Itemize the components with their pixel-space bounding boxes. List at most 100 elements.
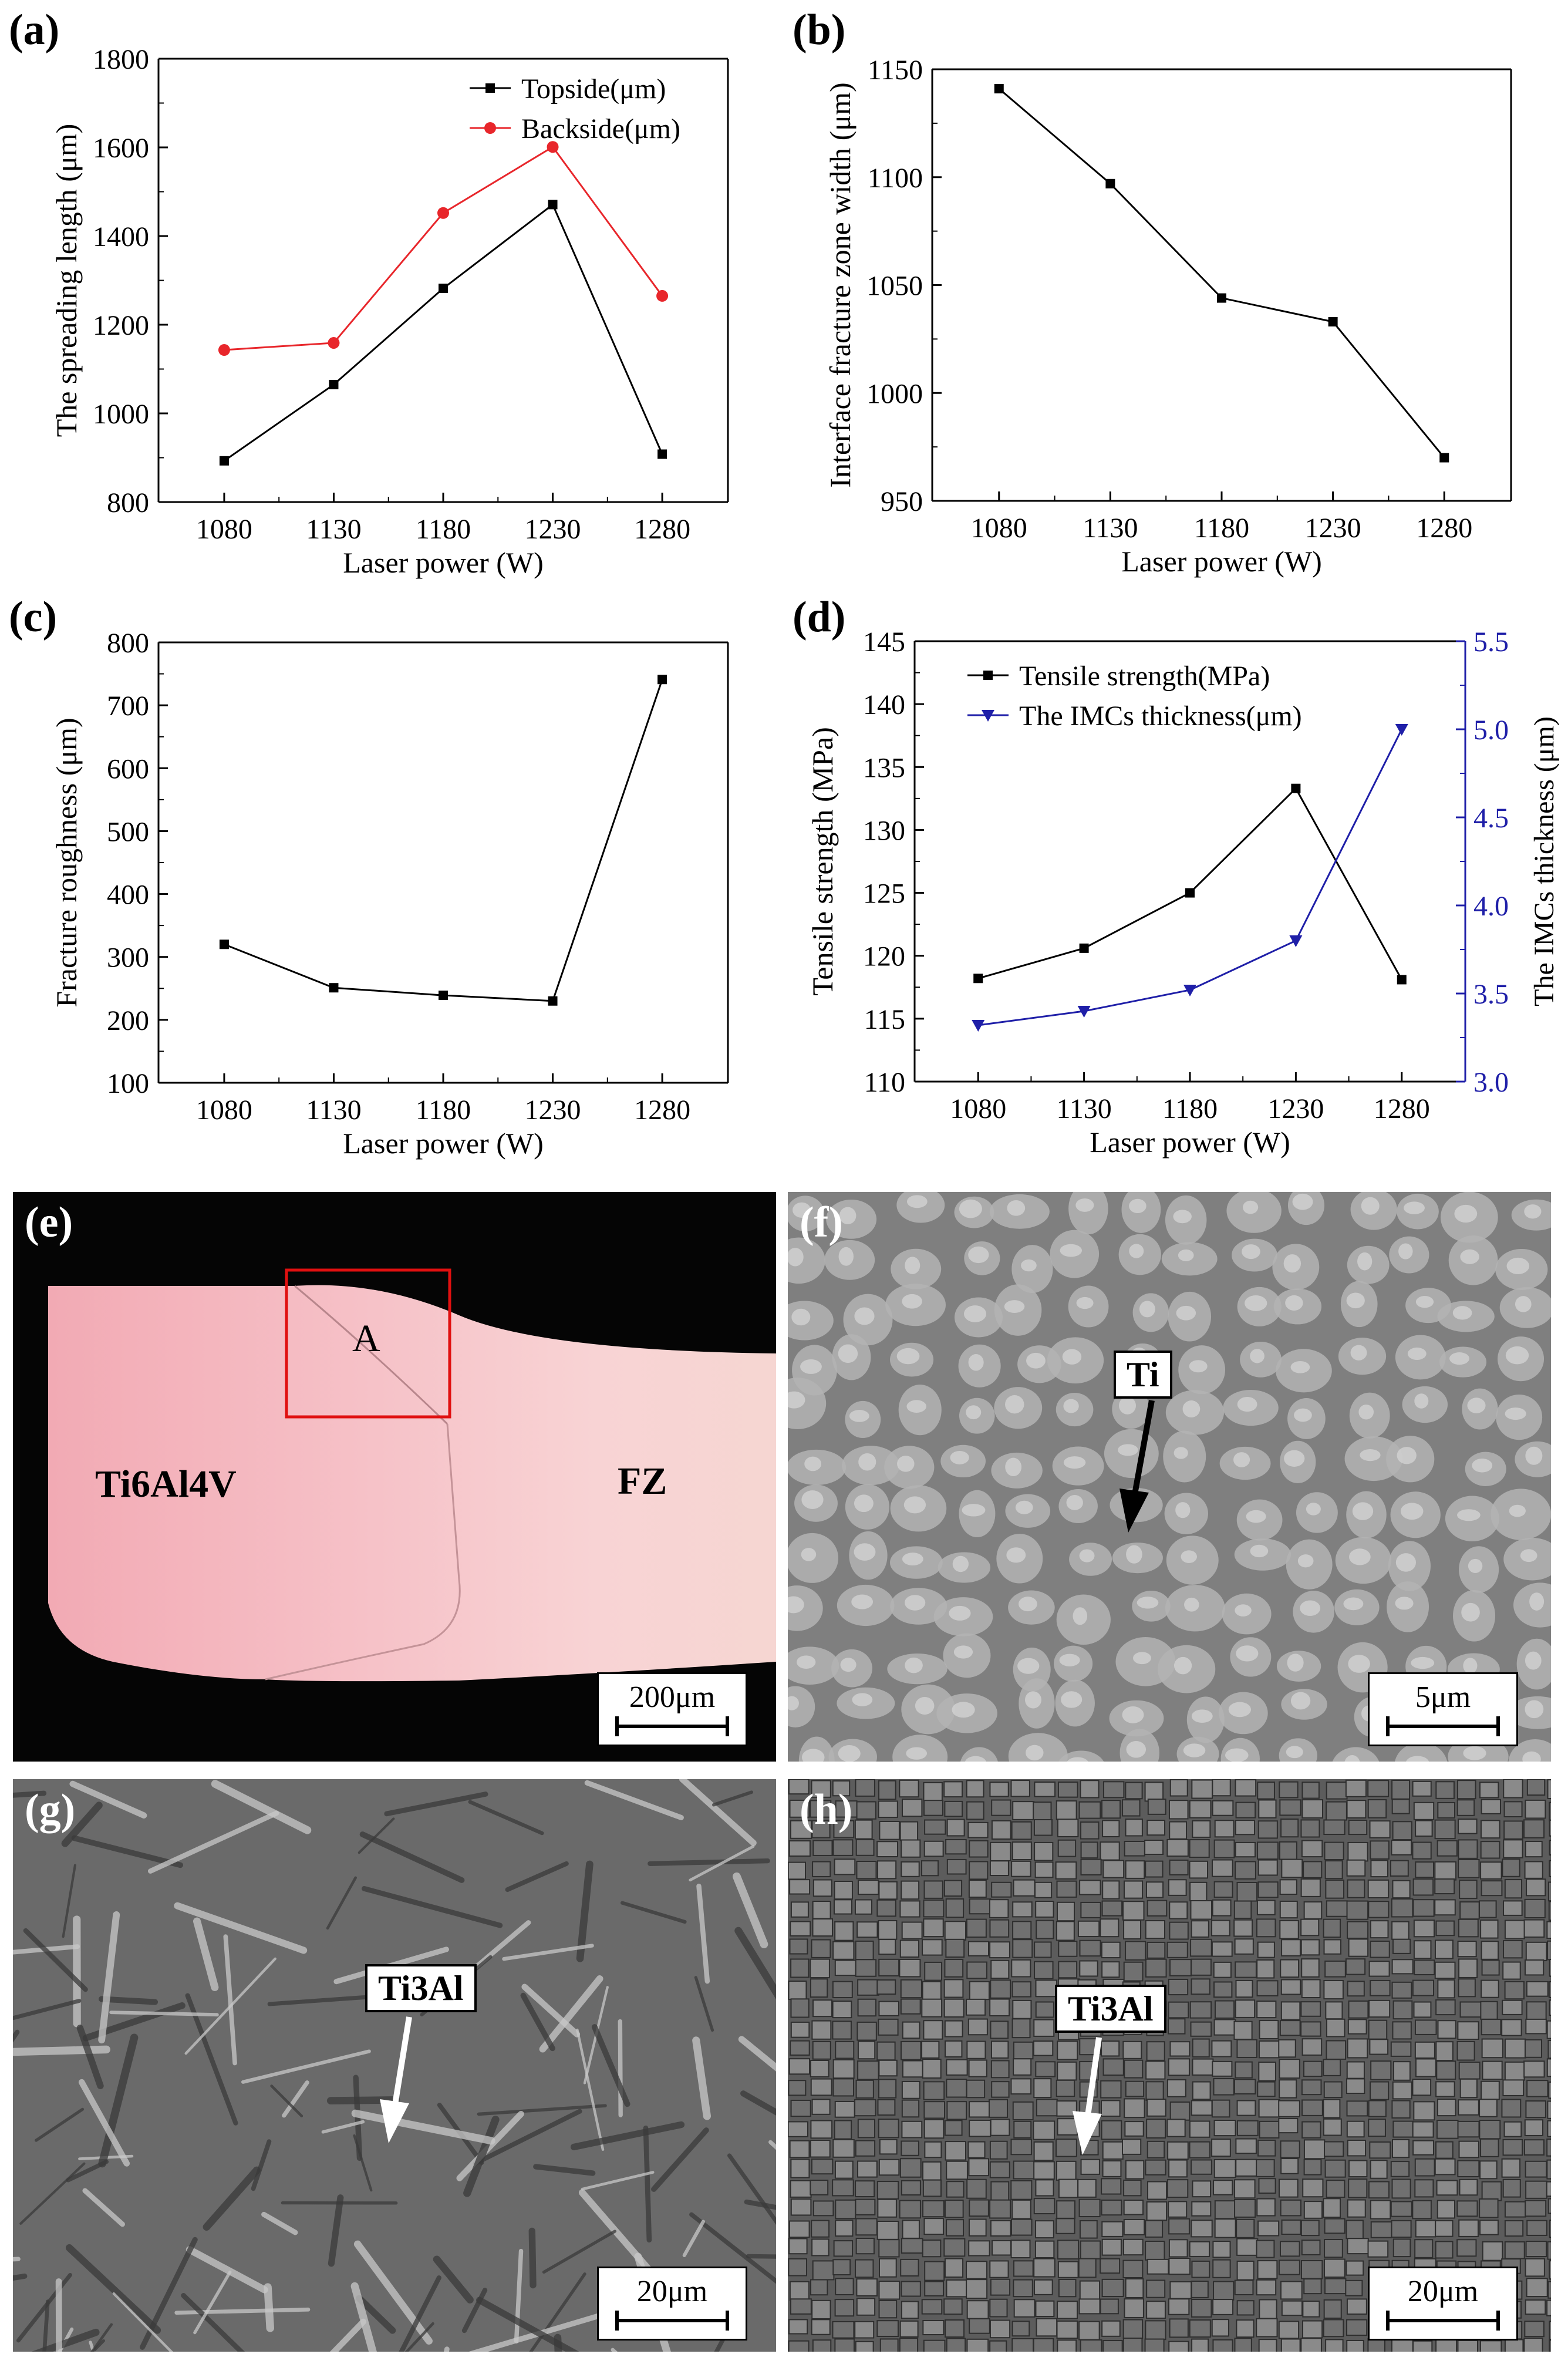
- grain-h: [1191, 2260, 1210, 2278]
- grain-h: [1278, 2321, 1300, 2339]
- grain-h: [1189, 2001, 1212, 2019]
- panel-e-label: (e): [25, 1198, 73, 1247]
- grain-h: [1257, 1859, 1278, 1876]
- grain-h: [899, 1939, 920, 1958]
- grain-h: [1234, 1938, 1254, 1955]
- grain-f-highlight: [852, 1693, 873, 1706]
- facet-g: [384, 1791, 488, 1817]
- grain-f-highlight: [1017, 1658, 1040, 1674]
- grain-h: [1012, 1999, 1032, 2019]
- grain-h: [1122, 2040, 1142, 2059]
- grain-f-highlight: [1452, 1306, 1472, 1320]
- grain-h: [788, 2058, 810, 2075]
- grain-f-highlight: [1461, 1602, 1480, 1622]
- grain-f: [1508, 1739, 1551, 1762]
- facet-g: [746, 2254, 776, 2259]
- grain-h: [1189, 2241, 1210, 2257]
- grain-h: [878, 2018, 899, 2036]
- grain-h: [1189, 1839, 1210, 1858]
- grain-h: [1392, 2021, 1412, 2040]
- grain-h: [1256, 2001, 1277, 2019]
- grain-h: [922, 2179, 942, 2197]
- grain-h: [789, 2281, 810, 2301]
- grain-h: [1212, 1899, 1232, 1917]
- grain-h: [1013, 2260, 1034, 2277]
- grain-h: [876, 1979, 896, 1995]
- grain-h: [1481, 2019, 1502, 2036]
- chart-b-x-tick-label: 1180: [1194, 513, 1249, 544]
- chart-c-y-tick-label: 100: [107, 1068, 149, 1099]
- chart-d-series-0-point: [1185, 888, 1195, 898]
- grain-h: [1211, 2139, 1231, 2157]
- chart-b-x-label: Laser power (W): [1121, 545, 1321, 578]
- grain-h: [832, 2259, 851, 2276]
- grain-f-highlight: [1122, 1706, 1144, 1723]
- chart-d-y-label: Tensile strength (MPa): [806, 727, 839, 996]
- grain-f-highlight: [897, 1456, 915, 1472]
- grain-h: [1302, 2301, 1320, 2318]
- grain-h: [810, 1978, 828, 1998]
- chart-b-panel-label: (b): [793, 6, 845, 54]
- grain-h: [789, 1879, 811, 1895]
- chart-a-legend-swatch-marker: [484, 122, 496, 134]
- grain-h: [1412, 1841, 1432, 1860]
- facet-g: [82, 2188, 125, 2227]
- grain-h: [1481, 2080, 1500, 2100]
- grain-h: [1169, 1779, 1188, 1797]
- grain-h: [832, 2321, 855, 2339]
- grain-h: [899, 2200, 921, 2219]
- grain-h: [1525, 2241, 1547, 2257]
- grain-h: [1058, 1961, 1078, 1979]
- grain-h: [1256, 1959, 1275, 1979]
- grain-h: [967, 1941, 990, 1956]
- grain-h: [1100, 2298, 1119, 2315]
- grain-h: [1392, 1880, 1411, 1899]
- grain-h: [878, 2079, 897, 2099]
- facet-g: [112, 2292, 173, 2352]
- grain-h: [944, 1800, 963, 1817]
- grain-h: [1033, 2141, 1054, 2161]
- grain-h: [1549, 1999, 1551, 2016]
- grain-h: [1033, 2078, 1052, 2099]
- grain-h: [878, 1939, 896, 1955]
- chart-a-y-tick-label: 1000: [93, 399, 149, 430]
- grain-h: [1459, 1901, 1480, 1920]
- grain-h: [810, 1958, 830, 1979]
- grain-h: [1058, 2279, 1077, 2298]
- grain-h: [1278, 2100, 1300, 2117]
- grain-h: [923, 2339, 946, 2352]
- grain-h: [1080, 2240, 1101, 2259]
- grain-f-highlight: [1060, 1244, 1083, 1257]
- grain-h: [1010, 2139, 1032, 2156]
- grain-h: [1235, 1999, 1256, 2018]
- facet-g: [505, 1861, 569, 1892]
- arrow-icon-f: [1119, 1400, 1155, 1533]
- grain-h: [1504, 1981, 1525, 2000]
- chart-d-series-1-point: [972, 1020, 985, 1032]
- grain-h: [1324, 2218, 1346, 2234]
- facet-g: [267, 1995, 370, 2006]
- grain-f: [1394, 1742, 1448, 1762]
- grain-h: [1458, 2099, 1479, 2116]
- grain-h: [1259, 2020, 1279, 2039]
- grain-h: [1323, 1980, 1344, 2000]
- facet-g: [42, 2299, 50, 2352]
- grain-h: [1124, 2059, 1144, 2079]
- grain-h: [1347, 2019, 1367, 2035]
- grain-h: [946, 2160, 968, 2180]
- grain-h: [1034, 1881, 1053, 1898]
- grain-h: [1235, 1979, 1253, 1998]
- grain-f-highlight: [905, 1657, 923, 1673]
- grain-h: [876, 2320, 899, 2337]
- facet-g: [193, 1917, 219, 1992]
- grain-h: [876, 1860, 897, 1880]
- grain-h: [1503, 1900, 1523, 1916]
- grain-h: [989, 1860, 1009, 1877]
- grain-h: [1191, 2100, 1213, 2116]
- grain-h: [1346, 2319, 1368, 2336]
- grain-h: [990, 2119, 1010, 2136]
- grain-h: [1257, 2081, 1276, 2097]
- facet-g: [181, 2293, 245, 2352]
- grain-h: [1125, 2080, 1145, 2097]
- grain-h: [1278, 2118, 1299, 2134]
